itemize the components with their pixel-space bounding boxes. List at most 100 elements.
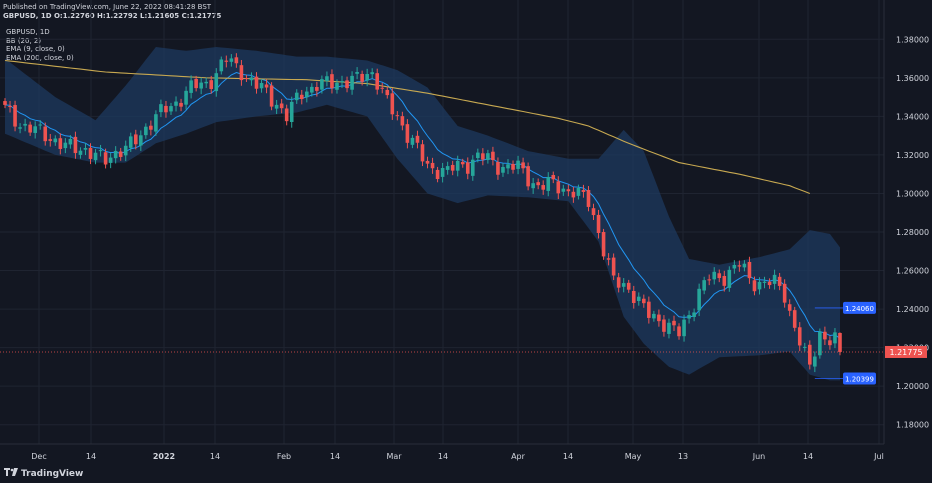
symbol-ohlc-line: GBPUSD, 1D O:1.22760 H:1.22792 L:1.21605… <box>3 12 222 20</box>
candle-body <box>511 164 515 170</box>
candle-body <box>199 82 203 89</box>
legend-ema9[interactable]: EMA (9, close, 0) <box>6 45 65 53</box>
candle-body <box>139 135 143 146</box>
candle-body <box>53 138 58 143</box>
candle-body <box>616 277 621 288</box>
candle-body <box>481 153 485 160</box>
price-marker-badge <box>843 372 876 385</box>
candle-body <box>234 57 239 64</box>
candle-body <box>133 134 138 145</box>
candle-body <box>204 81 208 84</box>
candle-body <box>450 164 455 171</box>
price-tick-label: 1.36000 <box>896 74 929 83</box>
candle-body <box>742 263 747 268</box>
last-price-label: 1.21775 <box>889 348 922 357</box>
time-tick-label: 2022 <box>153 452 175 461</box>
candle-body <box>531 183 535 189</box>
header: Published on TradingView.com, June 22, 2… <box>3 3 221 21</box>
candle-body <box>149 125 153 130</box>
candle-body <box>315 87 319 91</box>
candle-body <box>330 74 334 89</box>
candle-body <box>340 80 344 83</box>
candle-body <box>813 356 817 367</box>
candle-body <box>621 283 626 287</box>
candle-body <box>284 108 289 122</box>
candle-body <box>777 276 782 286</box>
candle-body <box>566 189 571 192</box>
tradingview-logo-icon <box>4 468 18 480</box>
candle-body <box>455 160 460 171</box>
candle-body <box>501 166 505 173</box>
candle-body <box>103 152 108 165</box>
candle-body <box>28 124 32 133</box>
candle-body <box>435 169 440 179</box>
legend-ema200[interactable]: EMA (200, close, 0) <box>6 53 74 62</box>
candle-body <box>541 185 546 190</box>
candle-body <box>194 78 198 89</box>
legend-bb[interactable]: BB (20, 2) <box>6 36 42 45</box>
candle-body <box>33 126 37 133</box>
time-axis[interactable]: Dec 14 2022 14 Feb 14 Mar 14 Apr 14 May 13 Jun 14 Jul <box>0 443 884 461</box>
candle-body <box>667 322 671 334</box>
time-tick-label: 14 <box>803 452 813 461</box>
candle-body <box>385 89 390 96</box>
candle-body <box>747 261 752 279</box>
candle-body <box>18 127 22 129</box>
candle-body <box>325 76 329 82</box>
candle-body <box>88 147 93 159</box>
candle-body <box>425 160 430 164</box>
price-marker-label: 1.24060 <box>845 305 874 313</box>
time-tick-label: 14 <box>438 452 448 461</box>
candle-body <box>390 93 395 115</box>
candle-body <box>380 87 385 89</box>
ema200-line <box>4 59 811 195</box>
candles <box>3 53 842 373</box>
candle-body <box>144 126 148 136</box>
candle-body <box>491 151 495 160</box>
candle-body <box>249 77 254 81</box>
candle-body <box>536 182 540 186</box>
time-tick-label: 14 <box>210 452 220 461</box>
time-tick-label: Mar <box>386 452 402 461</box>
candle-body <box>370 72 374 75</box>
candle-body <box>410 137 415 145</box>
time-tick-label: 14 <box>563 452 573 461</box>
candle-body <box>516 160 520 169</box>
candle-body <box>465 162 470 174</box>
candle-body <box>657 314 661 322</box>
price-axis[interactable]: 1.38000 1.36000 1.34000 1.32000 1.30000 1.280… <box>883 0 929 444</box>
candle-body <box>420 144 425 162</box>
time-tick-label: May <box>625 452 642 461</box>
candle-body <box>828 340 832 346</box>
candle-body <box>294 92 299 101</box>
candle-body <box>395 115 400 117</box>
candle-body <box>118 151 123 157</box>
tradingview-logo[interactable]: TradingView <box>4 468 83 480</box>
candle-body <box>787 304 792 311</box>
candle-body <box>601 232 606 257</box>
candle-body <box>606 258 611 260</box>
logo-text: TradingView <box>21 469 84 479</box>
candle-body <box>320 79 324 90</box>
candle-body <box>154 114 158 132</box>
candle-body <box>83 148 88 150</box>
candle-body <box>274 104 279 109</box>
candle-body <box>561 188 566 192</box>
candle-body <box>264 84 269 88</box>
candle-body <box>179 102 183 107</box>
candle-body <box>642 298 646 304</box>
candle-body <box>279 103 284 109</box>
candle-body <box>68 138 73 145</box>
candle-body <box>772 274 777 284</box>
price-tick-label: 1.30000 <box>896 189 929 198</box>
candle-body <box>310 86 314 93</box>
bb-fill <box>5 47 840 381</box>
price-tick-label: 1.26000 <box>896 267 929 276</box>
bollinger-band <box>5 47 840 381</box>
candle-body <box>838 332 842 352</box>
candle-body <box>470 159 475 176</box>
candle-body <box>3 101 7 105</box>
candle-body <box>496 162 500 175</box>
candle-body <box>833 332 837 344</box>
